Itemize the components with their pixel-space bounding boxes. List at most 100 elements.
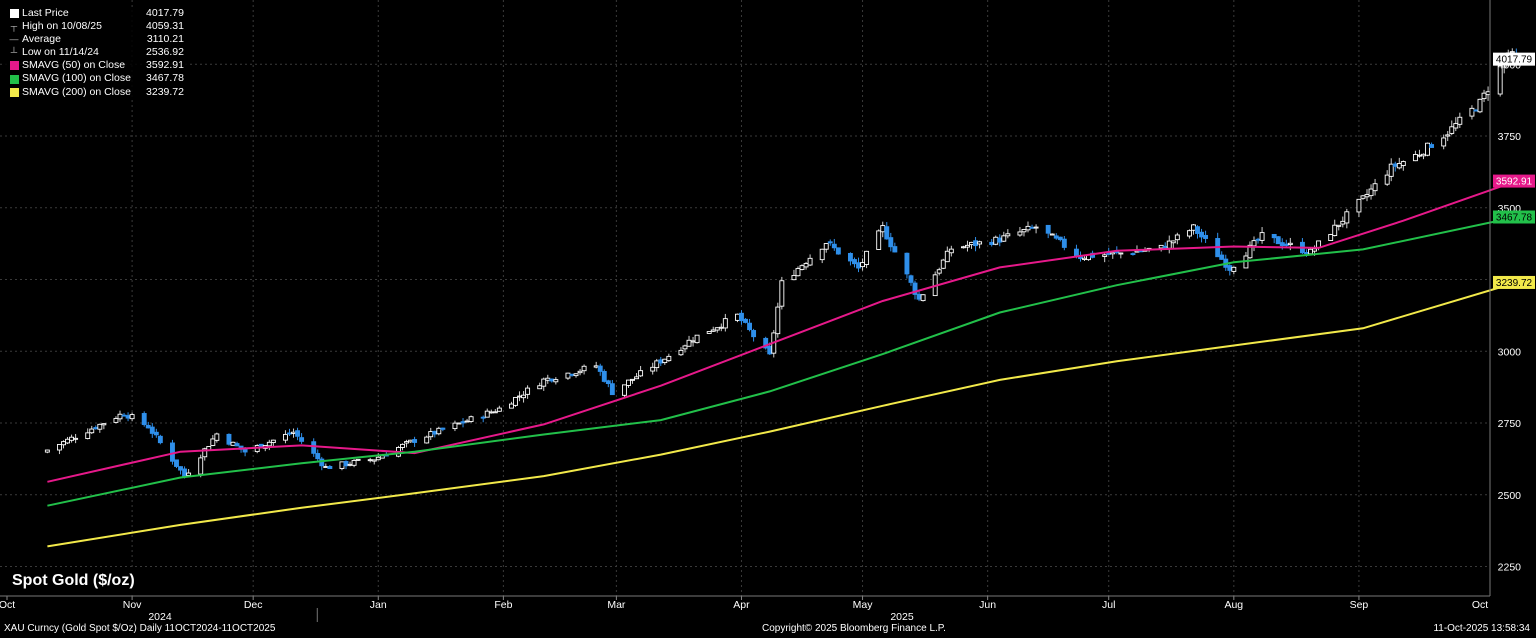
price-tag — [1493, 174, 1535, 188]
candle-body — [747, 322, 753, 331]
candle-body — [573, 373, 579, 377]
candle-body — [327, 466, 333, 470]
candle-body — [1029, 226, 1035, 229]
candle-body — [581, 365, 587, 372]
candle-body — [1057, 236, 1063, 241]
candle-body — [170, 442, 175, 462]
legend-value: 3467.78 — [146, 72, 184, 85]
candle-body — [791, 275, 797, 281]
candle-body — [1469, 107, 1475, 117]
candle-body — [186, 472, 192, 476]
legend-value: 3239.72 — [146, 85, 184, 98]
candle-body — [706, 331, 712, 334]
candle-body — [690, 340, 696, 343]
candle-body — [597, 365, 603, 372]
candle-body — [145, 424, 151, 429]
candle-body — [1174, 234, 1180, 241]
candle-body — [174, 459, 179, 467]
y-tick-label: 2750 — [1498, 418, 1522, 430]
price-tag-label: 3467.78 — [1496, 212, 1533, 223]
candle-body — [997, 237, 1003, 243]
swatch-icon — [9, 87, 19, 97]
candle-body — [283, 433, 288, 441]
candle-body — [424, 436, 430, 444]
candle-body — [916, 293, 922, 300]
candle-body — [1247, 244, 1253, 259]
candle-body — [993, 236, 999, 245]
grid-lines — [0, 0, 1490, 596]
candle-body — [734, 313, 740, 321]
candle-body — [1170, 240, 1176, 244]
candle-body — [1186, 230, 1192, 237]
x-tick-label: Jan — [370, 599, 387, 611]
candle-body — [323, 466, 329, 468]
legend-item-average: — Average 3110.21 — [4, 33, 190, 46]
candle-body — [1287, 242, 1293, 246]
candle-body — [658, 359, 664, 364]
legend-item-low: ┴ Low on 11/14/24 2536.92 — [4, 46, 190, 59]
candle-body — [440, 427, 446, 430]
candle-body — [1271, 233, 1277, 239]
candle-body — [371, 459, 377, 462]
chart-legend: Last Price 4017.79 ┬ High on 10/08/25 40… — [4, 7, 190, 99]
swatch-icon — [9, 61, 19, 71]
y-tick-label: 3750 — [1498, 131, 1522, 143]
candle-body — [347, 463, 353, 466]
candle-body — [1344, 211, 1350, 224]
legend-value: 4017.79 — [146, 7, 184, 19]
candle-body — [295, 430, 301, 437]
candle-body — [1199, 231, 1204, 238]
candle-body — [408, 439, 414, 443]
candle-body — [908, 275, 914, 283]
candle-body — [565, 372, 571, 379]
candle-body — [621, 384, 627, 396]
candle-body — [488, 411, 494, 414]
candle-body — [751, 330, 757, 338]
candle-body — [1336, 224, 1342, 227]
candle-body — [920, 294, 926, 302]
candle-body — [1025, 225, 1031, 231]
x-tick-label: Dec — [244, 599, 263, 611]
candle-body — [860, 262, 866, 268]
legend-label: SMAVG (200) on Close — [22, 85, 131, 98]
candle-body — [666, 355, 672, 362]
candle-body — [339, 461, 345, 469]
legend-value: 2536.92 — [146, 46, 184, 59]
candle-body — [517, 395, 522, 398]
y-tick-label: 3000 — [1498, 346, 1522, 358]
candle-body — [722, 318, 728, 329]
year-label: 2024 — [148, 611, 172, 623]
candle-body — [125, 415, 131, 419]
legend-item-sma200: SMAVG (200) on Close 3239.72 — [4, 86, 190, 99]
candle-icon — [9, 9, 19, 19]
candle-body — [654, 360, 660, 369]
candle-body — [97, 423, 103, 430]
candle-body — [650, 366, 656, 372]
candle-body — [496, 407, 502, 412]
y-tick-label: 2500 — [1498, 490, 1522, 502]
candle-body — [1417, 154, 1422, 157]
candle-body — [1162, 245, 1168, 249]
candle-body — [638, 370, 644, 377]
candle-body — [311, 441, 317, 454]
candle-body — [977, 241, 983, 245]
candle-body — [113, 418, 119, 423]
swatch-icon — [9, 74, 19, 84]
candle-body — [1308, 248, 1313, 255]
moving-average-lines — [47, 180, 1517, 548]
candle-body — [537, 385, 543, 390]
x-tick-label: Aug — [1224, 599, 1243, 611]
candle-body — [117, 413, 123, 420]
candle-body — [93, 427, 99, 430]
candle-body — [157, 435, 163, 444]
price-tag — [1493, 52, 1535, 66]
footer-timestamp: 11-Oct-2025 13:58:34 — [1433, 623, 1530, 634]
candle-body — [65, 438, 70, 444]
candle-body — [545, 377, 551, 381]
candle-body — [1392, 163, 1398, 167]
candle-body — [1360, 195, 1366, 199]
candle-body — [767, 345, 773, 355]
year-label: 2025 — [890, 611, 914, 623]
candle-body — [549, 378, 555, 382]
legend-item-high: ┬ High on 10/08/25 4059.31 — [4, 20, 190, 33]
